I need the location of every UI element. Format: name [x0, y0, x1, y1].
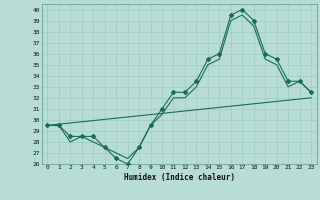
X-axis label: Humidex (Indice chaleur): Humidex (Indice chaleur): [124, 173, 235, 182]
